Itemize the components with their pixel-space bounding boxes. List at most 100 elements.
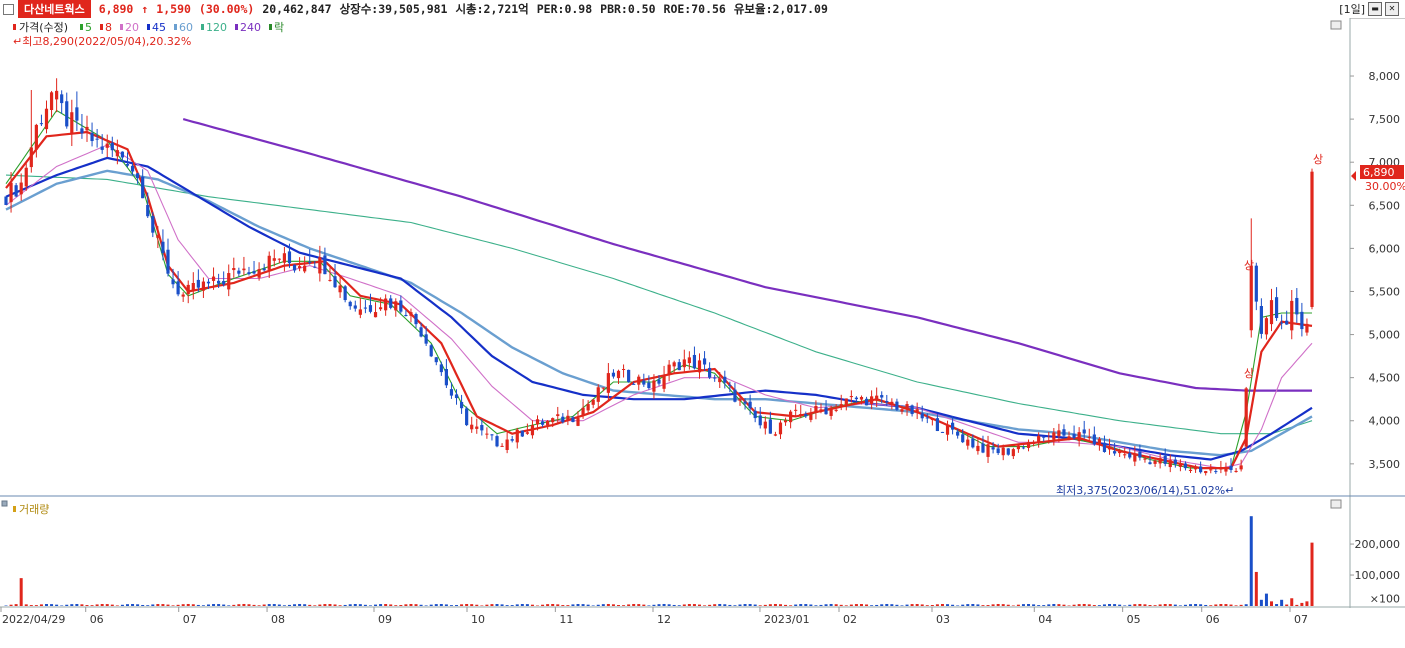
candle-body: [287, 251, 292, 264]
candle-body: [65, 101, 69, 127]
volume-bar: [1214, 604, 1218, 606]
volume-bar: [1163, 604, 1167, 606]
volume-bar: [662, 603, 666, 606]
volume-bar: [596, 604, 600, 606]
close-icon[interactable]: ✕: [1385, 2, 1399, 16]
volume-bar: [606, 603, 610, 606]
volume-bar: [784, 604, 788, 606]
volume-bar: [652, 604, 656, 606]
candle-body: [146, 204, 150, 217]
volume-bar: [986, 605, 990, 606]
volume-bar: [120, 604, 124, 606]
volume-bar: [1092, 605, 1096, 606]
candle-body: [1204, 471, 1208, 474]
volume-bar: [85, 605, 89, 606]
candle-body: [773, 434, 778, 436]
volume-bar: [110, 604, 114, 606]
candle-body: [414, 314, 418, 325]
candle-body: [24, 167, 28, 187]
candle-body: [875, 395, 879, 401]
candle-body: [44, 108, 49, 130]
volume-unit-label: ×100: [1370, 592, 1400, 605]
volume-bar: [409, 603, 413, 606]
candle-body: [191, 282, 195, 291]
candle-body: [303, 265, 307, 272]
candle-body: [495, 436, 499, 447]
price-change: 1,590: [156, 2, 191, 16]
candle-body: [1037, 435, 1041, 443]
candle-body: [1229, 465, 1233, 470]
candle-body: [297, 266, 302, 269]
volume-bar: [971, 604, 975, 606]
candle-body: [778, 422, 783, 435]
volume-bar: [1042, 605, 1046, 606]
stock-chart[interactable]: 가격(수정) 5 8 20 45 60 120 240 락 8,0007,5007,0006,…: [0, 18, 1405, 648]
price-tick-label: 4,500: [1369, 372, 1401, 385]
candle-body: [136, 173, 140, 179]
volume-bar: [232, 604, 236, 606]
volume-bar: [60, 605, 64, 606]
volume-panel-max-icon[interactable]: [1330, 499, 1342, 509]
candle-body: [556, 414, 560, 417]
candle-body: [141, 176, 145, 199]
candle-body: [166, 249, 170, 274]
date-tick-label: 06: [1206, 613, 1220, 626]
volume-bar: [105, 604, 109, 606]
volume-bar: [298, 603, 302, 606]
volume-bar: [1249, 516, 1253, 606]
market-cap: 시총:2,721억: [455, 2, 529, 16]
candle-body: [1224, 467, 1228, 472]
volume-bar: [222, 604, 226, 606]
volume-bar: [186, 603, 190, 606]
candle-body: [449, 389, 454, 396]
candle-body: [1300, 311, 1304, 330]
price-panel-bg: [0, 18, 1350, 496]
volume-bar: [778, 604, 782, 606]
volume-bar: [131, 603, 135, 606]
candle-body: [535, 419, 540, 425]
candle-body: [930, 418, 934, 420]
panel-max-icon[interactable]: [1330, 20, 1342, 30]
candle-body: [870, 396, 874, 404]
volume-bar: [247, 604, 251, 606]
volume-bar: [925, 605, 929, 606]
volume-bar: [348, 604, 352, 606]
candle-body: [176, 281, 180, 295]
legend-ma-label: 8: [105, 21, 112, 34]
volume-bar: [733, 605, 737, 606]
date-tick-label: 02: [843, 613, 857, 626]
candle-body: [1092, 434, 1096, 445]
volume-bar: [181, 604, 185, 606]
candle-body: [890, 401, 894, 405]
volume-bar: [495, 604, 499, 606]
minimize-icon[interactable]: ▬: [1368, 2, 1382, 16]
volume-bar: [1032, 604, 1036, 606]
period-selector[interactable]: [1일]: [1339, 3, 1365, 16]
volume-bar: [80, 604, 84, 606]
volume-bar: [961, 604, 965, 606]
volume-bar: [1097, 605, 1101, 606]
volume-bar: [1264, 593, 1268, 606]
volume-bar: [920, 604, 924, 606]
candle-body: [667, 364, 671, 375]
volume-bar: [282, 605, 286, 606]
volume-bar: [1194, 603, 1198, 606]
volume-bar: [940, 603, 944, 606]
candle-body: [384, 298, 388, 311]
volume-bar: [834, 604, 838, 606]
candle-body: [389, 298, 393, 308]
price-tag: 6,890 30.00%: [1351, 165, 1405, 193]
stock-name[interactable]: 다산네트웍스: [18, 0, 91, 18]
volume-bar: [363, 604, 367, 606]
volume-bar: [637, 604, 641, 606]
volume-bar: [541, 604, 545, 606]
candle-body: [1259, 306, 1263, 334]
volume-bar: [136, 604, 140, 606]
candle-body: [596, 387, 600, 402]
stock-checkbox[interactable]: [3, 3, 14, 15]
price-tick-label: 6,000: [1369, 242, 1401, 255]
candle-body: [399, 300, 403, 312]
volume-bar: [65, 604, 69, 606]
candle-body: [966, 439, 970, 446]
candle-body: [586, 404, 590, 411]
